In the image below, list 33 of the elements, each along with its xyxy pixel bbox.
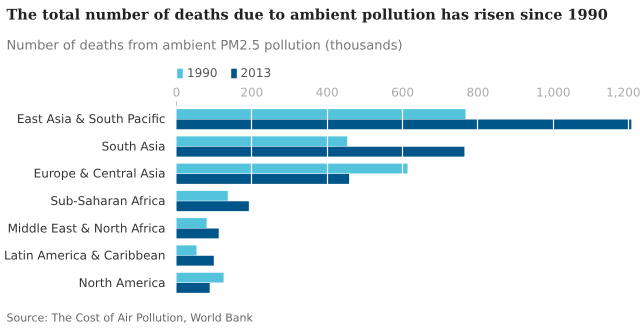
bar bbox=[176, 272, 224, 283]
x-tick-label: 0 bbox=[172, 86, 180, 100]
bar bbox=[176, 136, 348, 146]
bar bbox=[176, 109, 466, 119]
bar bbox=[176, 146, 464, 157]
legend-label: 1990 bbox=[187, 66, 218, 80]
y-tick-label: Sub-Saharan Africa bbox=[50, 194, 166, 208]
bar bbox=[176, 245, 196, 256]
bar bbox=[176, 119, 632, 130]
x-tick-label: 400 bbox=[316, 86, 339, 100]
y-tick-label: East Asia & South Pacific bbox=[16, 112, 166, 126]
bar bbox=[176, 201, 249, 212]
bar bbox=[176, 190, 228, 201]
y-tick-label: South Asia bbox=[102, 139, 166, 154]
x-tick-label: 600 bbox=[391, 86, 414, 100]
x-tick-label: 1,000 bbox=[536, 86, 571, 100]
x-tick-label: 800 bbox=[466, 86, 490, 100]
bar bbox=[176, 174, 350, 184]
legend-label: 2013 bbox=[240, 66, 272, 80]
x-tick-label: 200 bbox=[240, 86, 264, 100]
bar bbox=[176, 218, 207, 228]
y-tick-label: North America bbox=[78, 276, 166, 290]
y-tick-label: Middle East & North Africa bbox=[8, 221, 166, 236]
bar bbox=[176, 256, 214, 266]
bar bbox=[176, 228, 219, 238]
y-tick-label: Latin America & Caribbean bbox=[4, 248, 166, 263]
chart-subtitle: Number of deaths from ambient PM2.5 pollution (thousands) bbox=[6, 38, 403, 54]
bar bbox=[176, 283, 210, 293]
chart-title: The total number of deaths due to ambient pollution has risen since 1990 bbox=[6, 6, 608, 24]
x-tick-label: 1,200 bbox=[606, 86, 640, 100]
source-note: Source: The Cost of Air Pollution, World Bank bbox=[6, 312, 254, 324]
bar bbox=[176, 164, 408, 174]
y-tick-label: Europe & Central Asia bbox=[34, 166, 166, 181]
